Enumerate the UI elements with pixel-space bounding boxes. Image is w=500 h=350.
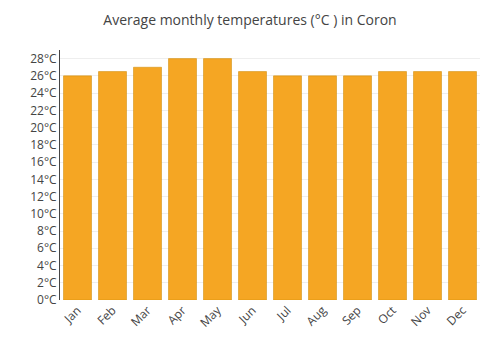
- svg-text:24°C: 24°C: [30, 84, 57, 101]
- svg-text:26°C: 26°C: [30, 67, 57, 84]
- svg-text:Jul: Jul: [272, 302, 294, 324]
- svg-text:6°C: 6°C: [37, 239, 57, 256]
- svg-text:Mar: Mar: [127, 302, 155, 330]
- svg-text:Jan: Jan: [60, 302, 85, 327]
- svg-text:18°C: 18°C: [30, 136, 57, 153]
- svg-text:Feb: Feb: [93, 302, 119, 328]
- svg-text:Apr: Apr: [164, 302, 190, 328]
- svg-text:10°C: 10°C: [30, 205, 57, 222]
- svg-text:8°C: 8°C: [37, 222, 57, 239]
- svg-text:Sep: Sep: [338, 302, 365, 329]
- svg-text:20°C: 20°C: [30, 119, 57, 136]
- svg-text:Nov: Nov: [407, 302, 435, 330]
- svg-text:Aug: Aug: [302, 302, 330, 330]
- svg-text:28°C: 28°C: [30, 50, 57, 67]
- svg-text:Oct: Oct: [374, 302, 400, 328]
- svg-text:16°C: 16°C: [30, 153, 57, 170]
- svg-text:22°C: 22°C: [30, 102, 57, 119]
- svg-text:Jun: Jun: [234, 302, 259, 327]
- svg-text:Dec: Dec: [443, 302, 470, 329]
- svg-text:Average monthly temperatures (: Average monthly temperatures (°C ) in Co…: [103, 10, 396, 29]
- svg-text:May: May: [196, 301, 225, 330]
- svg-text:14°C: 14°C: [30, 171, 57, 188]
- svg-text:12°C: 12°C: [30, 188, 57, 205]
- svg-text:0°C: 0°C: [37, 291, 57, 308]
- svg-text:2°C: 2°C: [37, 274, 57, 291]
- svg-text:4°C: 4°C: [37, 257, 57, 274]
